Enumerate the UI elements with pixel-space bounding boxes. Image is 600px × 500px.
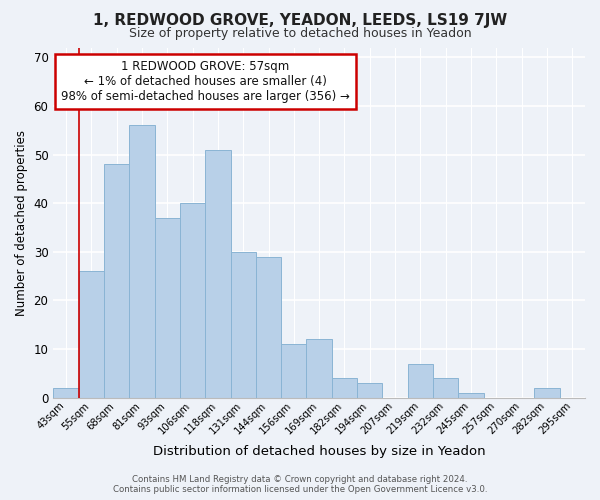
Bar (155, 218, 180, 398)
Bar (104, 164, 129, 398)
X-axis label: Distribution of detached houses by size in Yeadon: Distribution of detached houses by size … (153, 444, 485, 458)
Text: 1, REDWOOD GROVE, YEADON, LEEDS, LS19 7JW: 1, REDWOOD GROVE, YEADON, LEEDS, LS19 7J… (93, 12, 507, 28)
Text: 1 REDWOOD GROVE: 57sqm
← 1% of detached houses are smaller (4)
98% of semi-detac: 1 REDWOOD GROVE: 57sqm ← 1% of detached … (61, 60, 350, 102)
Bar (53, 388, 79, 398)
Bar (256, 256, 281, 398)
Bar (281, 344, 307, 398)
Bar (458, 393, 484, 398)
Text: Contains HM Land Registry data © Crown copyright and database right 2024.
Contai: Contains HM Land Registry data © Crown c… (113, 474, 487, 494)
Text: Size of property relative to detached houses in Yeadon: Size of property relative to detached ho… (128, 28, 472, 40)
Bar (332, 378, 357, 398)
Bar (205, 150, 230, 398)
Bar (129, 126, 155, 398)
Bar (230, 252, 256, 398)
Bar (535, 388, 560, 398)
Bar (433, 378, 458, 398)
Bar (79, 272, 104, 398)
Bar (408, 364, 433, 398)
Y-axis label: Number of detached properties: Number of detached properties (15, 130, 28, 316)
Bar (357, 383, 382, 398)
Bar (307, 340, 332, 398)
Bar (180, 203, 205, 398)
